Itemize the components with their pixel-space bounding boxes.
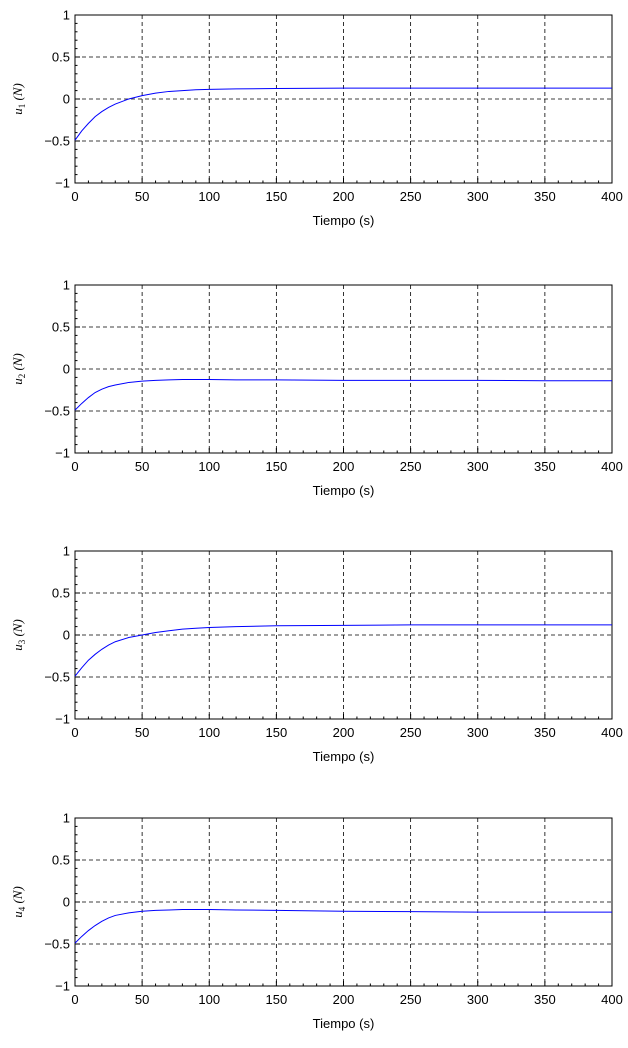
x-tick-label: 150 — [266, 189, 288, 204]
y-axis-label: u2 (N) — [10, 353, 27, 385]
y-tick-label: −0.5 — [44, 134, 70, 149]
x-tick-label: 100 — [198, 725, 220, 740]
x-tick-label: 300 — [467, 725, 489, 740]
x-tick-label: 400 — [601, 459, 623, 474]
y-label-unit: (N) — [10, 353, 25, 374]
x-tick-label: 350 — [534, 992, 556, 1007]
series-line — [74, 87, 612, 141]
x-tick-label: 400 — [601, 189, 623, 204]
subplot-3: 0 50 100 150 200 250 300 350 400 −1 −0.5 0 0.5 1 Tiemp… — [10, 544, 623, 765]
x-tick-label: 250 — [400, 992, 422, 1007]
x-tick-label: 100 — [198, 459, 220, 474]
x-tick-label: 350 — [534, 725, 556, 740]
subplot-4: 0 50 100 150 200 250 300 350 400 −1 −0.5 0 0.5 1 Tiemp… — [10, 811, 623, 1032]
y-tick-label: −1 — [55, 979, 70, 994]
x-tick-label: 50 — [135, 992, 149, 1007]
y-label-subscript: 2 — [17, 374, 27, 379]
x-tick-label: 350 — [534, 459, 556, 474]
y-tick-label: 1 — [63, 811, 70, 826]
x-tick-label: 0 — [71, 992, 78, 1007]
plot-frame — [74, 284, 613, 454]
x-tick-label: 300 — [467, 189, 489, 204]
x-tick-label: 150 — [266, 459, 288, 474]
y-tick-label: 0.5 — [52, 586, 70, 601]
y-axis-label: u4 (N) — [10, 886, 27, 918]
y-tick-label: −1 — [55, 446, 70, 461]
y-label-symbol: u — [10, 108, 25, 115]
y-label-subscript: 1 — [17, 104, 27, 109]
x-tick-label: 0 — [71, 189, 78, 204]
y-label-unit: (N) — [10, 83, 25, 104]
x-tick-label: 250 — [400, 189, 422, 204]
x-tick-label: 0 — [71, 725, 78, 740]
y-label-subscript: 3 — [17, 639, 27, 644]
y-label-unit: (N) — [10, 619, 25, 640]
series-line — [74, 379, 612, 411]
subplot-2: 0 50 100 150 200 250 300 350 400 −1 −0.5 0 0.5 1 Tiemp… — [10, 278, 623, 499]
x-axis-label: Tiempo (s) — [313, 1016, 375, 1031]
y-label-unit: (N) — [10, 886, 25, 907]
subplot-1: 0 50 100 150 200 250 300 350 400 −1 −0.5 0 0.5 1 Tiemp… — [10, 8, 623, 229]
plot-frame — [74, 550, 613, 720]
x-tick-label: 250 — [400, 725, 422, 740]
x-tick-label: 200 — [333, 725, 355, 740]
y-tick-label: −0.5 — [44, 404, 70, 419]
y-tick-label: −1 — [55, 176, 70, 191]
x-axis-label: Tiempo (s) — [313, 213, 375, 228]
plot-frame — [74, 14, 613, 184]
series-line — [74, 909, 612, 944]
y-tick-label: 0.5 — [52, 853, 70, 868]
series-line — [74, 624, 612, 677]
x-tick-label: 100 — [198, 992, 220, 1007]
x-tick-label: 350 — [534, 189, 556, 204]
y-label-symbol: u — [10, 911, 25, 918]
x-tick-label: 400 — [601, 992, 623, 1007]
x-tick-label: 300 — [467, 459, 489, 474]
y-label-symbol: u — [10, 378, 25, 385]
y-tick-label: 0 — [63, 92, 70, 107]
x-tick-label: 50 — [135, 189, 149, 204]
x-tick-label: 150 — [266, 992, 288, 1007]
y-tick-label: 0 — [63, 362, 70, 377]
y-tick-label: −0.5 — [44, 937, 70, 952]
y-tick-label: 1 — [63, 8, 70, 23]
y-axis-label: u1 (N) — [10, 83, 27, 115]
y-tick-label: 0.5 — [52, 320, 70, 335]
plot-frame — [74, 817, 613, 987]
x-tick-label: 200 — [333, 992, 355, 1007]
x-axis-label: Tiempo (s) — [313, 483, 375, 498]
y-tick-label: −1 — [55, 712, 70, 727]
x-tick-label: 300 — [467, 992, 489, 1007]
y-tick-label: 0.5 — [52, 50, 70, 65]
y-axis-label: u3 (N) — [10, 619, 27, 651]
y-label-subscript: 4 — [17, 906, 27, 911]
x-tick-label: 400 — [601, 725, 623, 740]
y-tick-label: 0 — [63, 628, 70, 643]
x-tick-label: 200 — [333, 459, 355, 474]
y-tick-label: 1 — [63, 544, 70, 559]
y-tick-label: 1 — [63, 278, 70, 293]
x-tick-label: 100 — [198, 189, 220, 204]
x-tick-label: 150 — [266, 725, 288, 740]
y-tick-label: 0 — [63, 895, 70, 910]
x-tick-label: 50 — [135, 459, 149, 474]
x-axis-label: Tiempo (s) — [313, 749, 375, 764]
y-tick-label: −0.5 — [44, 670, 70, 685]
x-tick-label: 50 — [135, 725, 149, 740]
x-tick-label: 200 — [333, 189, 355, 204]
x-tick-label: 250 — [400, 459, 422, 474]
x-tick-label: 0 — [71, 459, 78, 474]
y-label-symbol: u — [10, 644, 25, 651]
